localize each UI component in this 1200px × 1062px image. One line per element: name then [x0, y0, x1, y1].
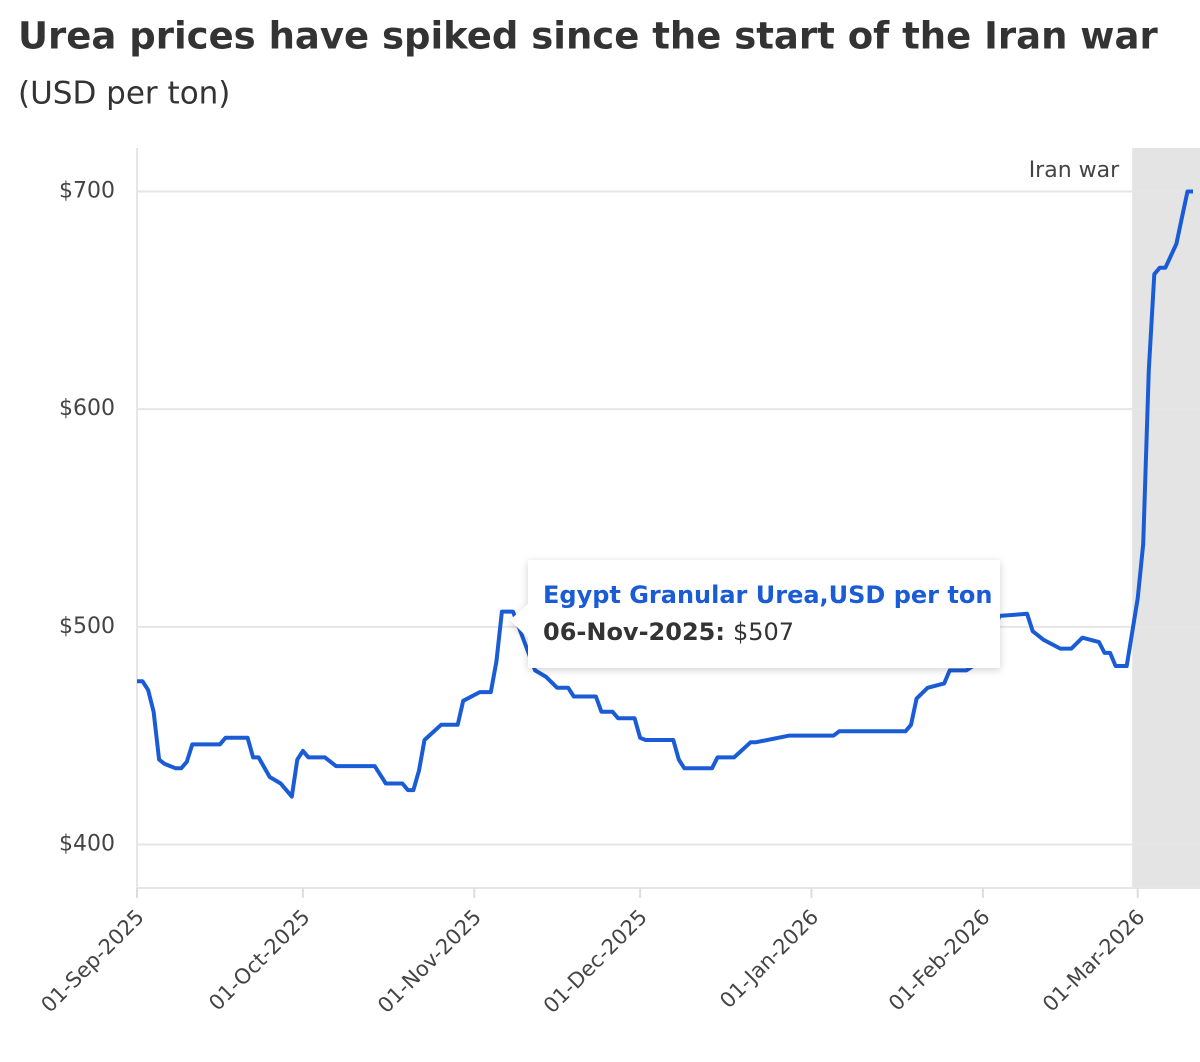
y-tick-label: $700	[59, 179, 115, 204]
x-tick-label: 01-Jan-2026	[715, 905, 823, 1013]
tooltip-line: 06-Nov-2025: $507	[543, 618, 794, 646]
x-tick-label: 01-Sep-2025	[36, 905, 148, 1017]
y-tick-label: $500	[59, 614, 115, 639]
y-tick-label: $600	[59, 396, 115, 421]
tooltip: Egypt Granular Urea,USD per ton 06-Nov-20…	[510, 560, 1000, 668]
series-line	[137, 189, 1193, 799]
tooltip-box	[510, 560, 1000, 668]
x-tick-label: 01-Feb-2026	[884, 905, 995, 1016]
y-tick-label: $400	[59, 831, 115, 856]
tooltip-date: 06-Nov-2025:	[543, 618, 725, 646]
x-tick-label: 01-Nov-2025	[373, 905, 486, 1018]
annotation-label: Iran war	[1029, 158, 1120, 183]
x-tick-label: 01-Dec-2025	[539, 905, 652, 1018]
x-tick-label: 01-Mar-2026	[1038, 905, 1149, 1016]
x-tick-label: 01-Oct-2025	[204, 905, 314, 1015]
tooltip-value: $507	[733, 618, 794, 646]
chart-title: Urea prices have spiked since the start …	[18, 15, 1158, 58]
tooltip-title: Egypt Granular Urea,USD per ton	[543, 581, 992, 609]
chart-subtitle: (USD per ton)	[18, 76, 230, 112]
